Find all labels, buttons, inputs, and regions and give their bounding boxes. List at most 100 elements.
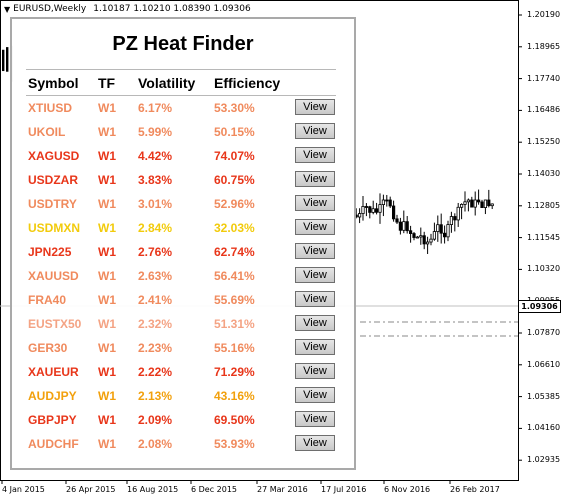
row-tf: W1: [98, 437, 116, 451]
date-tick-label: 16 Aug 2015: [127, 485, 179, 494]
view-button[interactable]: View: [295, 363, 335, 379]
candle-body: [395, 218, 399, 223]
candle-body: [425, 241, 430, 245]
row-volatility: 2.22%: [138, 365, 173, 379]
candle-body: [402, 221, 406, 231]
row-volatility: 5.99%: [138, 125, 173, 139]
view-button[interactable]: View: [295, 291, 335, 307]
view-button[interactable]: View: [295, 435, 335, 451]
row-efficiency: 55.16%: [214, 341, 255, 355]
panel-title: PZ Heat Finder: [112, 33, 254, 55]
candle-series: [2, 45, 494, 254]
candle-body: [419, 235, 423, 238]
row-tf: W1: [98, 149, 116, 163]
view-button[interactable]: View: [295, 243, 335, 259]
row-efficiency: 74.07%: [214, 149, 255, 163]
row-symbol: USDZAR: [28, 173, 78, 187]
row-efficiency: 51.31%: [214, 317, 255, 331]
price-tick-label: 1.18965: [527, 41, 561, 51]
row-tf: W1: [98, 365, 116, 379]
candle-body: [432, 231, 437, 240]
row-symbol: AUDCHF: [28, 437, 79, 451]
candle-body: [378, 204, 382, 213]
row-volatility: 2.13%: [138, 389, 173, 403]
collapse-triangle-icon[interactable]: ▼: [4, 4, 11, 14]
price-tick-label: 1.20190: [527, 10, 561, 19]
candle-body: [459, 203, 464, 208]
price-tick-label: 1.14030: [527, 169, 561, 178]
row-efficiency: 71.29%: [214, 365, 255, 379]
row-symbol: USDTRY: [28, 197, 77, 211]
table-row: XTIUSD W1 6.17% 53.30% View: [12, 98, 354, 122]
row-volatility: 2.32%: [138, 317, 173, 331]
candle-body: [361, 206, 365, 214]
price-tick-label: 1.17740: [527, 73, 561, 83]
table-row: AUDJPY W1 2.13% 43.16% View: [12, 386, 354, 410]
price-tick-label: 1.11545: [527, 232, 561, 242]
table-row: XAUEUR W1 2.22% 71.29% View: [12, 362, 354, 386]
candle-body: [487, 199, 491, 207]
row-tf: W1: [98, 197, 116, 211]
view-button[interactable]: View: [295, 195, 335, 211]
view-button[interactable]: View: [295, 315, 335, 331]
view-button[interactable]: View: [295, 387, 335, 403]
candle-body: [442, 232, 447, 238]
row-symbol: USDMXN: [28, 221, 81, 235]
candle-body: [476, 199, 481, 203]
row-efficiency: 55.69%: [214, 293, 255, 307]
candle-body: [470, 199, 474, 208]
table-row: XAUUSD W1 2.63% 56.41% View: [12, 266, 354, 290]
view-button[interactable]: View: [295, 123, 335, 139]
candle-body: [429, 238, 433, 243]
row-volatility: 2.76%: [138, 245, 173, 259]
candle-body: [463, 201, 467, 205]
row-efficiency: 50.15%: [214, 125, 255, 139]
price-tick-label: 1.06610: [527, 359, 561, 369]
candle-body: [490, 203, 494, 207]
row-efficiency: 56.41%: [214, 269, 255, 283]
date-tick-label: 17 Jul 2016: [321, 485, 367, 494]
candle-body: [449, 216, 454, 225]
header-top-rule: [26, 69, 336, 70]
view-button[interactable]: View: [295, 171, 335, 187]
table-row: UKOIL W1 5.99% 50.15% View: [12, 122, 354, 146]
symbol-title: EURUSD,Weekly: [13, 4, 87, 14]
view-button[interactable]: View: [295, 339, 335, 355]
candle-body: [364, 206, 369, 208]
table-row: USDMXN W1 2.84% 32.03% View: [12, 218, 354, 242]
header-volatility: Volatility: [138, 75, 196, 91]
row-tf: W1: [98, 221, 116, 235]
row-symbol: XAUUSD: [28, 269, 79, 283]
heat-finder-panel: PZ Heat Finder Symbol TF Volatility Effi…: [10, 17, 356, 470]
candle-body: [408, 230, 413, 234]
table-row: FRA40 W1 2.41% 55.69% View: [12, 290, 354, 314]
table-row: AUDCHF W1 2.08% 53.93% View: [12, 434, 354, 458]
candle-body: [483, 199, 488, 208]
candle-body: [405, 221, 409, 232]
candle-body: [388, 199, 392, 207]
date-tick-label: 6 Dec 2015: [191, 485, 238, 494]
price-tick-label: 1.12805: [527, 200, 561, 210]
candle-body: [436, 224, 440, 232]
view-button[interactable]: View: [295, 411, 335, 427]
row-tf: W1: [98, 125, 116, 139]
view-button[interactable]: View: [295, 99, 335, 115]
header-efficiency: Efficiency: [214, 75, 281, 91]
candle-body: [2, 49, 5, 72]
candle-body: [446, 224, 450, 238]
price-tick-label: 1.15250: [527, 137, 561, 147]
view-button[interactable]: View: [295, 267, 335, 283]
row-tf: W1: [98, 293, 116, 307]
candle-body: [371, 208, 375, 213]
view-button[interactable]: View: [295, 219, 335, 235]
row-symbol: GER30: [28, 341, 68, 355]
view-button[interactable]: View: [295, 147, 335, 163]
candle-body: [385, 199, 389, 202]
table-row: XAGUSD W1 4.42% 74.07% View: [12, 146, 354, 170]
row-efficiency: 43.16%: [214, 389, 255, 403]
candle-body: [357, 213, 362, 218]
date-tick-label: 26 Apr 2015: [66, 485, 116, 494]
candle-body: [473, 199, 477, 208]
row-volatility: 2.09%: [138, 413, 173, 427]
